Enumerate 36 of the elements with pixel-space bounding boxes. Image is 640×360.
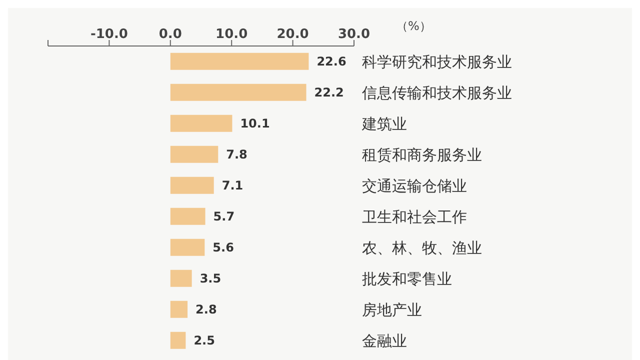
bar bbox=[170, 146, 218, 163]
bar bbox=[170, 208, 206, 225]
x-tick-label: 10.0 bbox=[216, 27, 248, 42]
bar bbox=[170, 238, 205, 256]
y-tick-label: 租赁和商务服务业 bbox=[362, 146, 482, 164]
data-label: 2.5 bbox=[194, 334, 215, 348]
data-label: 22.6 bbox=[316, 54, 346, 69]
y-tick-label: 交通运输仓储业 bbox=[362, 176, 467, 195]
data-label: 3.5 bbox=[200, 272, 222, 286]
x-tick-label: 30.0 bbox=[338, 27, 370, 42]
x-axis-title: （%） bbox=[396, 18, 432, 35]
bar bbox=[170, 114, 232, 132]
data-label: 2.8 bbox=[196, 302, 217, 317]
bar bbox=[170, 270, 192, 287]
data-label: 7.1 bbox=[222, 178, 244, 193]
x-tick-label: 0.0 bbox=[158, 27, 182, 42]
x-tick-label: 20.0 bbox=[276, 27, 309, 42]
bar bbox=[170, 332, 186, 349]
bar bbox=[170, 176, 214, 194]
y-tick-label: 批发和零售业 bbox=[362, 270, 452, 288]
y-tick-label: 卫生和社会工作 bbox=[362, 208, 467, 226]
y-tick-label: 农、林、牧、渔业 bbox=[362, 238, 482, 257]
data-label: 7.8 bbox=[226, 148, 248, 162]
bar bbox=[170, 84, 306, 101]
data-label: 10.1 bbox=[240, 116, 270, 131]
data-label: 5.6 bbox=[212, 240, 234, 255]
data-label: 22.2 bbox=[314, 86, 344, 100]
data-label: 5.7 bbox=[213, 210, 235, 224]
x-tick-label: -10.0 bbox=[90, 27, 128, 42]
y-tick-label: 房地产业 bbox=[362, 300, 422, 319]
y-tick-label: 信息传输和技术服务业 bbox=[362, 84, 512, 102]
y-tick-label: 建筑业 bbox=[361, 114, 407, 133]
y-tick-label: 科学研究和技术服务业 bbox=[362, 52, 512, 71]
y-tick-label: 金融业 bbox=[362, 332, 407, 350]
bar bbox=[170, 300, 188, 318]
bar bbox=[170, 52, 309, 70]
